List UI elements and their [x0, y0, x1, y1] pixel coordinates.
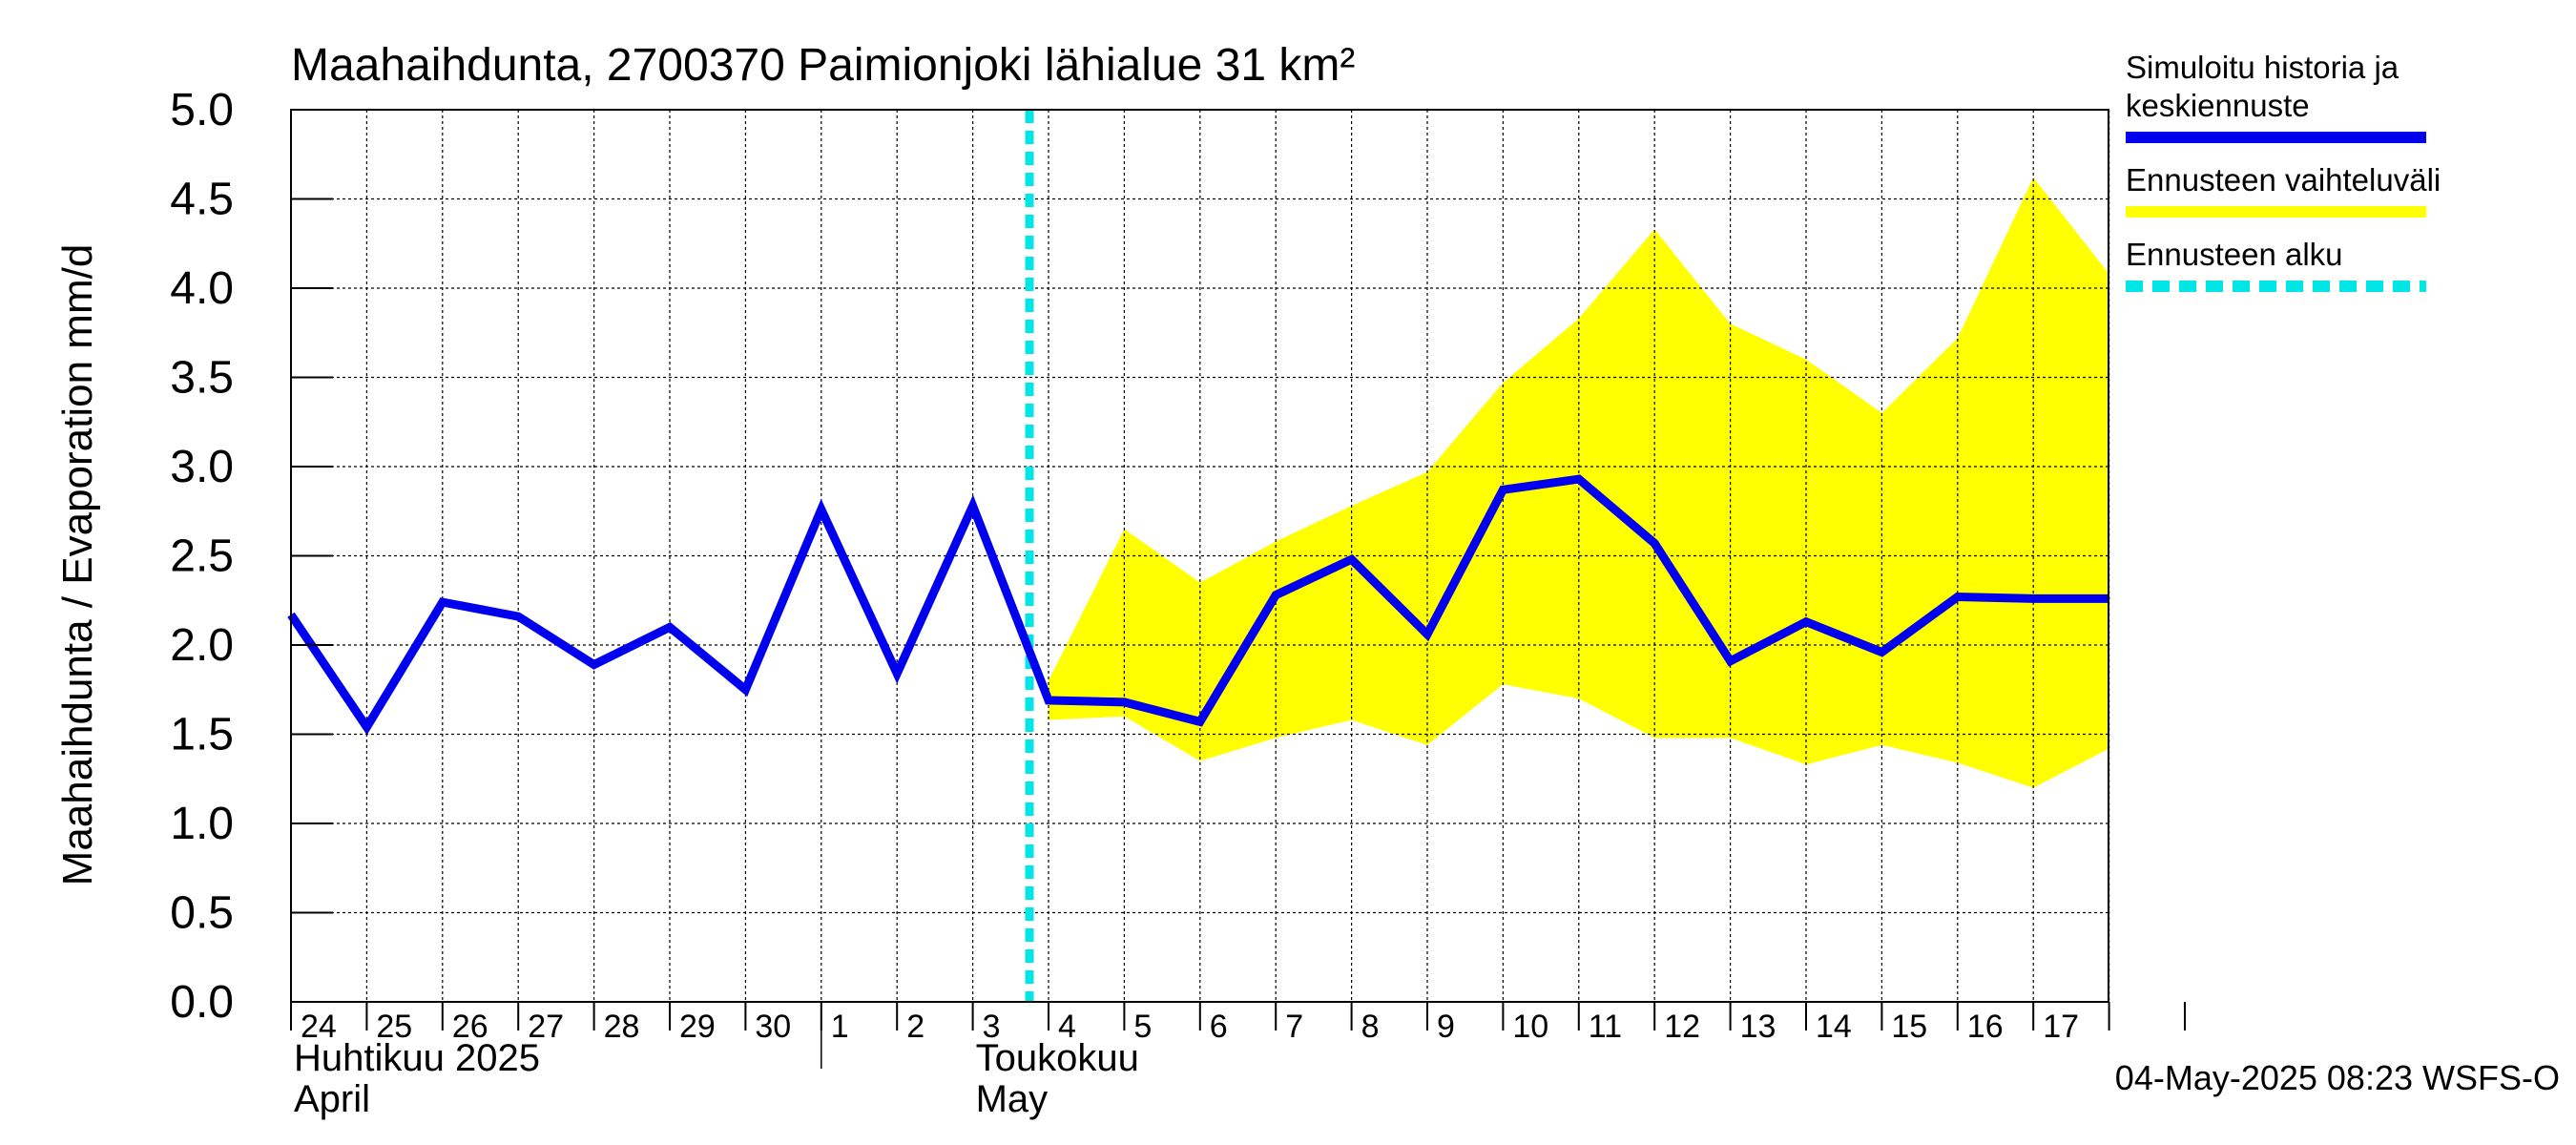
chart-title: Maahaihdunta, 2700370 Paimionjoki lähial…: [291, 40, 1355, 91]
data-point: [1198, 720, 1201, 723]
x-tick-label: 26: [452, 1009, 488, 1045]
y-axis-label: Maahaihdunta / Evaporation mm/d: [54, 244, 101, 886]
legend-label: Ennusteen alku: [2126, 237, 2343, 272]
data-point: [1729, 659, 1732, 662]
data-point: [1805, 620, 1807, 623]
x-tick-label: 3: [983, 1009, 1001, 1045]
y-tick-label: 5.0: [170, 85, 234, 135]
y-tick-label: 1.5: [170, 710, 234, 760]
data-point: [1956, 595, 1959, 598]
x-tick-label: 6: [1210, 1009, 1228, 1045]
data-point: [2032, 597, 2035, 600]
x-tick-label: 13: [1740, 1009, 1776, 1045]
data-point: [1502, 489, 1505, 491]
data-point: [592, 663, 595, 666]
data-point: [744, 688, 747, 691]
x-tick-label: 11: [1589, 1009, 1622, 1045]
x-tick-label: 15: [1891, 1009, 1927, 1045]
x-tick-label: 28: [604, 1009, 640, 1045]
y-tick-label: 3.0: [170, 442, 234, 492]
x-tick-label: 30: [755, 1009, 791, 1045]
y-tick-label: 3.5: [170, 353, 234, 404]
data-point: [1426, 633, 1428, 635]
x-tick-label: 5: [1133, 1009, 1152, 1045]
y-tick-label: 2.5: [170, 531, 234, 582]
x-tick-label: 10: [1512, 1009, 1548, 1045]
y-axis: 0.0 0.5 1.0 1.5 2.0 2.5 3.0 3.5 4.0 4.5 5.0: [170, 85, 333, 1028]
x-tick-label: 17: [2043, 1009, 2079, 1045]
x-tick-label: 27: [528, 1009, 564, 1045]
data-point: [896, 672, 899, 675]
data-point: [1350, 558, 1353, 561]
data-point: [517, 615, 520, 618]
x-tick-label: 14: [1816, 1009, 1852, 1045]
x-tick-label: 1: [831, 1009, 849, 1045]
plot-area: [287, 109, 2110, 1003]
month-label-en: May: [976, 1078, 1049, 1120]
x-tick-label: 4: [1058, 1009, 1076, 1045]
x-tick-label: 24: [301, 1009, 337, 1045]
data-point: [1123, 700, 1126, 703]
legend-label: Ennusteen vaihteluväli: [2126, 162, 2441, 198]
data-point: [1653, 542, 1656, 545]
x-tick-label: 8: [1361, 1009, 1380, 1045]
month-label: Toukokuu: [976, 1037, 1139, 1079]
data-point: [365, 726, 368, 729]
y-tick-label: 1.0: [170, 799, 234, 849]
x-tick-label: 29: [679, 1009, 716, 1045]
data-point: [971, 505, 974, 508]
x-tick-label: 7: [1285, 1009, 1303, 1045]
legend-label: Simuloitu historia ja: [2126, 50, 2399, 85]
month-label: Huhtikuu 2025: [294, 1037, 540, 1079]
series-layer: [287, 474, 2110, 736]
y-tick-label: 0.0: [170, 977, 234, 1028]
data-point: [1048, 698, 1049, 701]
y-tick-label: 4.5: [170, 175, 234, 225]
data-point: [1880, 651, 1883, 654]
data-point: [669, 626, 671, 629]
x-tick-label: 16: [1967, 1009, 2004, 1045]
x-tick-label: 9: [1437, 1009, 1455, 1045]
month-label-en: April: [294, 1078, 370, 1120]
x-axis: 24 25 26 27 28 29 30 1 2 3 4 5 6 7 8 9 10 11 12 13 14 15 16 17H…: [290, 1002, 2186, 1120]
x-tick-label: 25: [376, 1009, 412, 1045]
y-tick-label: 2.0: [170, 620, 234, 671]
footer-timestamp: 04-May-2025 08:23 WSFS-O: [2115, 1058, 2560, 1097]
x-tick-label: 2: [906, 1009, 924, 1045]
y-tick-label: 4.0: [170, 263, 234, 314]
data-point: [1577, 478, 1580, 481]
data-point: [1275, 593, 1278, 596]
legend-label-line2: keskiennuste: [2126, 88, 2310, 123]
x-tick-label: 12: [1664, 1009, 1700, 1045]
data-point: [820, 508, 822, 510]
data-point: [441, 601, 444, 604]
y-tick-label: 0.5: [170, 888, 234, 939]
